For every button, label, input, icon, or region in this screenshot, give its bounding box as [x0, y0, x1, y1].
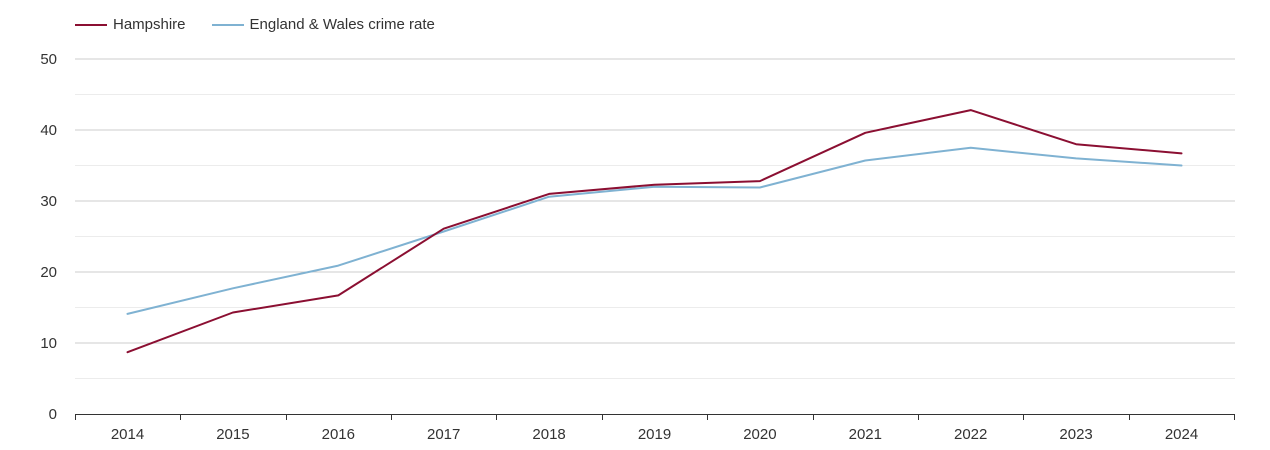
x-tick-label: 2022: [954, 426, 987, 443]
axes: [75, 414, 1235, 420]
legend-swatch-hampshire: [75, 23, 107, 26]
x-tick-label: 2024: [1165, 426, 1198, 443]
series-lines: [126, 109, 1183, 354]
x-tick-label: 2014: [111, 426, 144, 443]
legend-label-hampshire: Hampshire: [113, 16, 186, 33]
series-line-england-wales-crime-rate: [126, 146, 1183, 315]
y-tick-label: 40: [40, 122, 57, 139]
legend-item-england-wales[interactable]: England & Wales crime rate: [211, 16, 435, 33]
legend-swatch-england-wales: [211, 23, 244, 26]
y-tick-label: 50: [40, 51, 57, 68]
series-line-hampshire: [126, 109, 1183, 354]
x-tick-label: 2021: [849, 426, 882, 443]
x-tick-label: 2015: [216, 426, 249, 443]
y-tick-label: 30: [40, 193, 57, 210]
x-tick-label: 2016: [322, 426, 355, 443]
legend-item-hampshire[interactable]: Hampshire: [75, 16, 186, 33]
y-tick-label: 10: [40, 335, 57, 352]
x-tick-label: 2020: [743, 426, 776, 443]
x-tick-label: 2018: [532, 426, 565, 443]
x-tick-label: 2023: [1059, 426, 1092, 443]
x-tick-label: 2019: [638, 426, 671, 443]
y-tick-label: 0: [49, 406, 57, 423]
legend-label-england-wales: England & Wales crime rate: [249, 16, 435, 33]
x-tick-label: 2017: [427, 426, 460, 443]
grid-lines: [75, 58, 1235, 379]
legend: Hampshire England & Wales crime rate: [75, 16, 461, 33]
tick-labels: 0 10 20 30 40 50 2014 2015 2016 2017 2018 2019 2020 2…: [40, 51, 1198, 443]
y-tick-label: 20: [40, 264, 57, 281]
